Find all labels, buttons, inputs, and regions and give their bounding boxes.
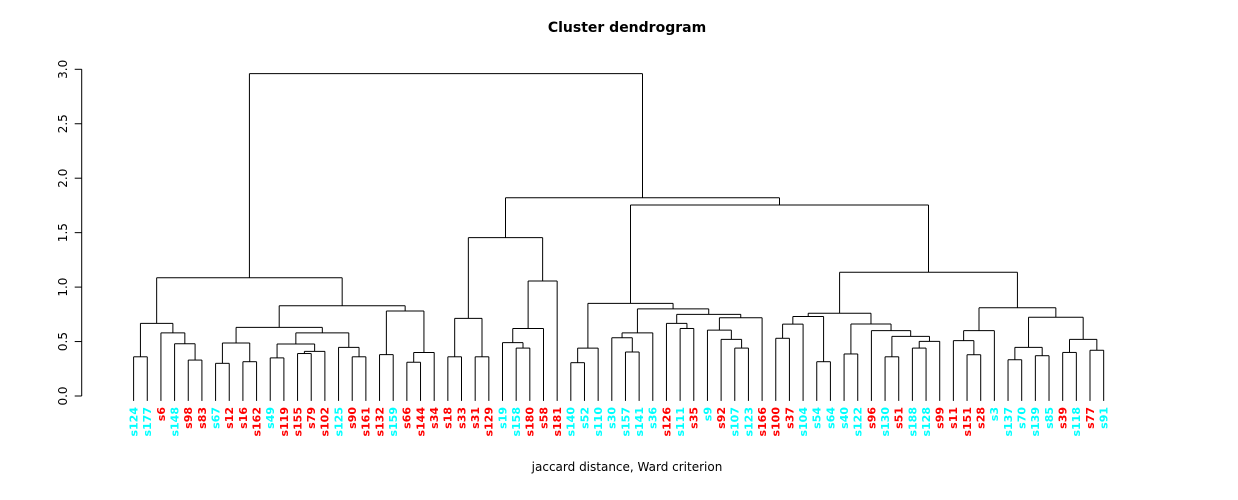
leaf-label: s34 (428, 407, 441, 429)
leaf-label: s35 (688, 407, 701, 429)
leaf-label: s166 (756, 407, 769, 437)
leaf-label: s125 (332, 407, 345, 437)
y-axis-tick-label: 2.5 (56, 114, 70, 133)
leaf-label: s36 (647, 407, 660, 429)
leaf-label: s85 (1043, 407, 1056, 429)
y-axis-tick-label: 3.0 (56, 60, 70, 79)
leaf-label: s118 (1070, 407, 1083, 437)
leaf-label: s148 (168, 407, 181, 437)
leaf-label: s157 (619, 407, 632, 437)
leaf-label: s104 (797, 407, 810, 437)
leaf-label: s126 (660, 407, 673, 437)
leaf-label: s31 (469, 407, 482, 429)
leaf-label: s39 (1057, 407, 1070, 429)
leaf-label: s123 (742, 407, 755, 437)
leaf-label: s102 (319, 407, 332, 437)
leaf-label: s100 (770, 407, 783, 437)
leaf-label: s129 (483, 407, 496, 437)
leaf-label: s96 (865, 407, 878, 429)
leaf-label: s99 (934, 407, 947, 429)
y-axis-tick-label: 1.0 (56, 278, 70, 297)
leaf-label: s181 (551, 407, 564, 437)
leaf-label: s151 (961, 407, 974, 437)
leaf-label: s18 (442, 407, 455, 429)
leaf-label: s67 (209, 407, 222, 429)
y-axis-tick-label: 0.5 (56, 332, 70, 351)
leaf-label: s128 (920, 407, 933, 437)
leaf-label: s64 (824, 407, 837, 429)
y-axis-tick-label: 2.0 (56, 169, 70, 188)
leaf-label: s49 (264, 407, 277, 429)
leaf-label: s132 (373, 407, 386, 437)
leaf-label: s177 (141, 407, 154, 437)
leaf-label: s58 (537, 407, 550, 429)
leaf-label: s98 (182, 407, 195, 429)
leaf-label: s16 (237, 407, 250, 429)
leaf-label: s40 (838, 407, 851, 429)
leaf-label: s19 (496, 407, 509, 429)
leaf-label: s161 (360, 407, 373, 437)
leaf-label: s54 (811, 407, 824, 429)
leaf-label: s12 (223, 407, 236, 429)
leaf-label: s107 (729, 407, 742, 437)
leaf-label: s111 (674, 407, 687, 437)
y-axis-tick-label: 1.5 (56, 223, 70, 242)
leaf-label: s159 (387, 407, 400, 437)
leaf-label: s52 (578, 407, 591, 429)
y-axis-tick-label: 0.0 (56, 386, 70, 405)
leaf-label: s79 (305, 407, 318, 429)
leaf-label: s119 (278, 407, 291, 437)
leaf-label: s124 (127, 407, 140, 437)
leaf-label: s83 (196, 407, 209, 429)
leaf-label: s77 (1084, 407, 1097, 429)
leaf-label: s188 (906, 407, 919, 437)
leaf-label: s141 (633, 407, 646, 437)
leaf-label: s30 (606, 407, 619, 429)
leaf-label: s11 (947, 407, 960, 429)
leaf-label: s110 (592, 407, 605, 437)
leaf-label: s137 (1002, 407, 1015, 437)
leaf-label: s144 (414, 407, 427, 437)
leaf-label: s140 (565, 407, 578, 437)
leaf-label: s162 (250, 407, 263, 437)
leaf-label: s37 (783, 407, 796, 429)
leaf-label: s3 (988, 407, 1001, 421)
leaf-label: s28 (975, 407, 988, 429)
leaf-label: s139 (1029, 407, 1042, 437)
leaf-label: s155 (291, 407, 304, 437)
leaf-label: s51 (893, 407, 906, 429)
chart-title: Cluster dendrogram (547, 20, 707, 36)
leaf-label: s91 (1098, 407, 1111, 429)
leaf-label: s33 (455, 407, 468, 429)
leaf-label: s70 (1016, 407, 1029, 429)
leaf-label: s9 (701, 407, 714, 421)
leaf-label: s66 (401, 407, 414, 429)
leaf-label: s6 (155, 407, 168, 422)
leaf-label: s92 (715, 407, 728, 429)
leaf-label: s122 (852, 407, 865, 437)
x-axis-label: jaccard distance, Ward criterion (531, 460, 723, 474)
leaf-label: s130 (879, 407, 892, 437)
leaf-label: s158 (510, 407, 523, 437)
leaf-label: s180 (524, 407, 537, 437)
leaf-label: s90 (346, 407, 359, 429)
